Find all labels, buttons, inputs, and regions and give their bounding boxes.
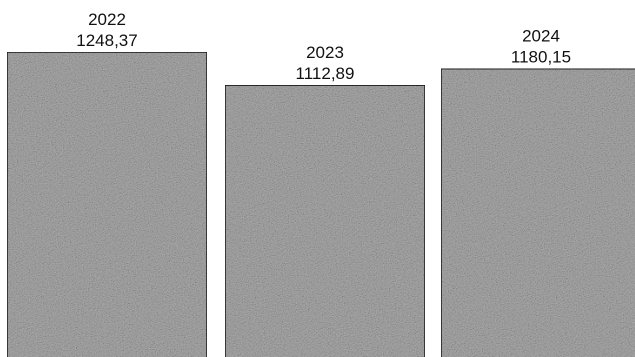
value-label-2022: 1248,37 bbox=[76, 31, 137, 50]
bar-2024 bbox=[440, 67, 635, 357]
category-label-2024: 2024 bbox=[522, 27, 560, 46]
value-label-2023: 1112,89 bbox=[296, 64, 355, 83]
bars-group bbox=[6, 51, 635, 357]
labels-group: 2022 1248,37 2023 1112,89 2024 1180,15 bbox=[76, 10, 571, 83]
bar-2022 bbox=[6, 51, 208, 357]
category-label-2022: 2022 bbox=[88, 10, 126, 29]
bar-2023 bbox=[224, 84, 426, 357]
category-label-2023: 2023 bbox=[306, 43, 344, 62]
value-label-2024: 1180,15 bbox=[511, 48, 571, 67]
